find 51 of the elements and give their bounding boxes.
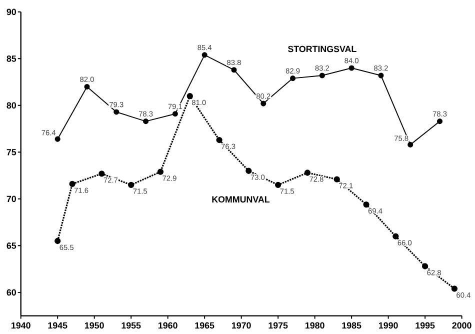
x-tick-label: 1990	[378, 322, 398, 329]
point	[319, 72, 325, 78]
x-tick-label: 1960	[158, 322, 178, 329]
y-tick-label: 75	[6, 149, 16, 156]
x-tick-label: 1995	[416, 322, 435, 329]
x-tick-label: 2000	[452, 322, 472, 329]
point	[172, 111, 178, 117]
point	[202, 52, 208, 58]
point	[143, 118, 149, 124]
point	[231, 67, 237, 73]
point	[275, 182, 282, 188]
x-tick-label: 1985	[342, 322, 362, 329]
x-tick-label: 1950	[85, 322, 104, 329]
point	[216, 137, 222, 144]
series-label: STORTINGSVAL	[288, 46, 356, 52]
point	[378, 72, 384, 78]
x-tick-label: 1940	[12, 322, 30, 329]
point	[408, 142, 414, 148]
point	[54, 136, 60, 142]
x-tick-label: 1980	[305, 322, 324, 329]
point	[128, 182, 134, 188]
y-tick-label: 70	[6, 196, 16, 202]
point	[84, 84, 90, 90]
x-tick-label: 1955	[122, 322, 141, 329]
x-tick-label: 1975	[268, 322, 288, 329]
point	[114, 109, 120, 115]
x-tick-label: 1945	[48, 322, 68, 329]
point	[260, 100, 266, 106]
point	[304, 170, 311, 176]
x-tick-label: 1970	[232, 322, 251, 329]
y-tick-label: 80	[6, 102, 16, 109]
point	[451, 286, 458, 292]
y-tick-label: 65	[6, 242, 16, 249]
y-tick-label: 90	[6, 8, 16, 16]
series-label: KOMMUNVAL	[212, 196, 270, 203]
point	[290, 76, 296, 82]
point	[334, 176, 340, 183]
point	[157, 168, 164, 176]
point	[69, 181, 76, 188]
point	[246, 168, 252, 174]
point	[98, 170, 105, 177]
point	[436, 118, 443, 124]
point	[348, 65, 354, 71]
y-tick-label: 85	[6, 56, 16, 62]
point	[392, 233, 399, 240]
point	[363, 202, 370, 208]
x-tick-label: 1965	[195, 322, 214, 329]
point	[54, 238, 61, 244]
point	[186, 93, 193, 100]
y-tick-label: 60	[6, 289, 16, 296]
point	[422, 263, 428, 270]
